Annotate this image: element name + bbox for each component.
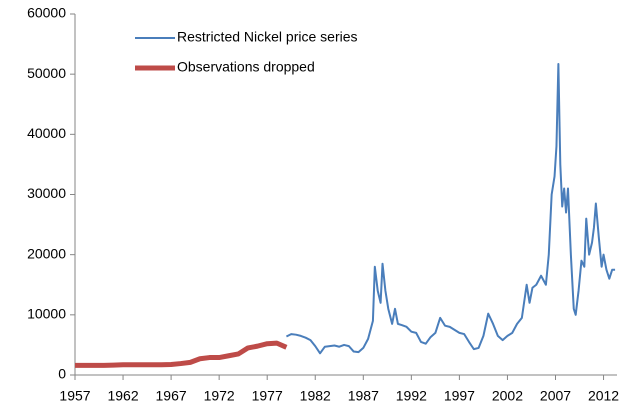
x-tick-label: 2002 — [492, 388, 523, 404]
y-tick-label: 30000 — [27, 185, 66, 201]
legend-label: Restricted Nickel price series — [177, 29, 358, 45]
x-tick-label: 1957 — [59, 388, 90, 404]
x-tick-label: 1967 — [156, 388, 187, 404]
x-tick-label: 1982 — [300, 388, 331, 404]
y-tick-label: 20000 — [27, 245, 66, 261]
y-tick-label: 60000 — [27, 5, 66, 21]
x-tick-label: 1972 — [204, 388, 235, 404]
x-tick-label: 2012 — [588, 388, 619, 404]
x-tick-label: 1992 — [396, 388, 427, 404]
x-tick-label: 1997 — [444, 388, 475, 404]
x-tick-label: 1987 — [348, 388, 379, 404]
legend-label: Observations dropped — [177, 59, 315, 75]
x-tick-label: 2007 — [540, 388, 571, 404]
x-tick-label: 1977 — [252, 388, 283, 404]
y-tick-label: 10000 — [27, 306, 66, 322]
x-tick-label: 1962 — [107, 388, 138, 404]
y-tick-label: 50000 — [27, 65, 66, 81]
y-tick-label: 0 — [58, 366, 66, 382]
y-tick-label: 40000 — [27, 125, 66, 141]
series-line — [285, 62, 616, 355]
series-line — [75, 340, 288, 368]
